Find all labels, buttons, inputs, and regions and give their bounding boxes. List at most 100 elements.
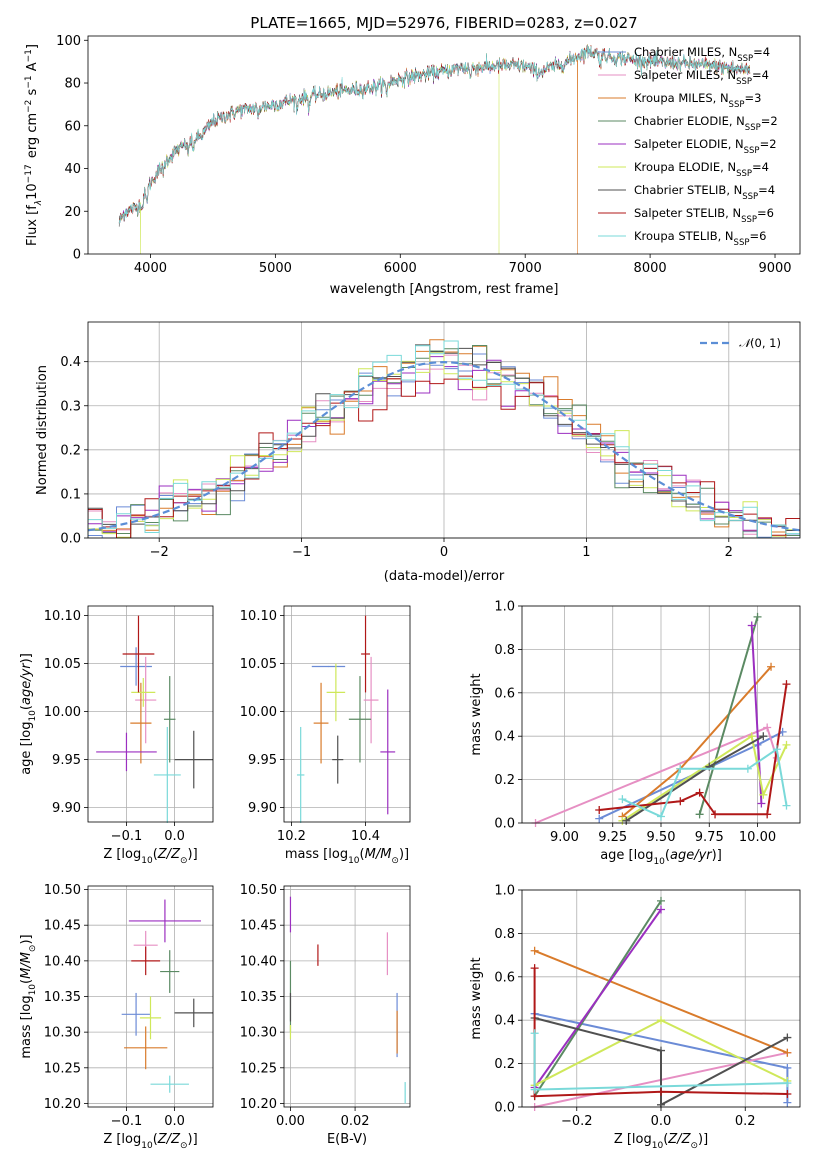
y-tick-label: 0.8	[494, 643, 515, 658]
x-axis-label: age [log10(age/yr)]	[600, 848, 722, 867]
residual-histogram-8	[88, 340, 800, 538]
y-tick-label: 0.8	[494, 927, 515, 942]
data-point	[166, 774, 168, 776]
x-axis-label: Z [log10(Z/Z⊙)]	[103, 847, 197, 866]
mass-weight-marker	[753, 612, 762, 621]
x-axis-label: Z [log10(Z/Z⊙)]	[103, 1132, 197, 1151]
mass-weight-marker	[657, 812, 665, 821]
y-axis-label: mass weight	[469, 957, 484, 1039]
mass-weight-marker	[783, 1098, 792, 1107]
data-point	[320, 722, 322, 724]
y-tick-label: 10.05	[240, 657, 277, 672]
age-vs-mass-panel: 10.2 10.4 9.90 9.95 10.00 10.05 10.10 mass [log…	[240, 605, 411, 866]
mass-weight-marker	[782, 740, 791, 749]
y-tick-label: 0.6	[494, 970, 515, 985]
data-point	[370, 699, 372, 701]
x-tick-label: 9.50	[647, 830, 676, 845]
x-tick-label: −2	[150, 545, 169, 560]
mass-weight-marker	[657, 1016, 665, 1025]
x-tick-label: 9000	[758, 261, 791, 276]
axes-frame	[87, 605, 214, 823]
mass-weight-marker	[657, 896, 665, 905]
histogram-group	[88, 339, 800, 538]
mass-weight-marker	[618, 795, 627, 804]
legend-entry: Kroupa MILES, NSSP=3	[634, 91, 761, 110]
y-tick-label: 100	[56, 34, 81, 49]
axes-frame	[521, 605, 801, 824]
y-axis-label: mass weight	[469, 673, 484, 755]
axes-frame	[87, 885, 214, 1108]
x-tick-label: 0.02	[341, 1114, 370, 1129]
data-point	[142, 691, 144, 694]
mass-weight-vs-age-panel: 9.00 9.25 9.50 9.75 10.00 0.0 0.2 0.4 0.6 0.8 1.0 a…	[469, 600, 801, 867]
data-point	[327, 665, 330, 668]
normal-reference-curve	[88, 360, 800, 532]
data-point	[137, 653, 140, 655]
y-tick-label: 60	[64, 119, 81, 134]
y-tick-label: 0.4	[494, 730, 515, 745]
axes-frame	[87, 321, 801, 539]
mass-weight-vs-metallicity-panel: −0.2 0.0 0.2 0.0 0.2 0.4 0.6 0.8 1.0 Z [log10(Z/Z…	[469, 884, 801, 1151]
y-tick-label: 0.4	[60, 355, 81, 370]
mass-weight-marker	[657, 1046, 665, 1055]
y-tick-label: 9.95	[248, 753, 277, 768]
y-tick-label: 20	[64, 205, 81, 220]
y-tick-label: 10.30	[240, 1026, 277, 1041]
x-tick-label: 9.00	[550, 830, 579, 845]
mass-weight-line-4	[533, 908, 662, 1089]
data-point	[145, 960, 147, 962]
x-tick-label: 8000	[634, 261, 667, 276]
residuals-panel: −2 −1 0 1 2 0.0 0.1 0.2 0.3 0.4 (data-model)/error…	[35, 321, 801, 584]
mass-weight-marker	[783, 1079, 792, 1088]
mass-weight-marker	[676, 764, 685, 773]
mass-weight-marker	[676, 797, 685, 806]
data-point	[169, 970, 171, 973]
y-tick-label: 0.2	[494, 1057, 515, 1072]
data-point	[169, 718, 171, 720]
y-tick-label: 10.10	[240, 609, 277, 624]
x-tick-label: 4000	[134, 261, 167, 276]
x-tick-label: −1	[292, 545, 311, 560]
axes-frame	[283, 605, 411, 823]
data-point	[135, 665, 137, 668]
figure-title: PLATE=1665, MJD=52976, FIBERID=0283, z=0…	[250, 14, 637, 32]
mass-weight-marker	[783, 1033, 792, 1042]
mass-weight-line-3	[698, 616, 759, 815]
mass-weight-marker	[622, 816, 631, 825]
x-axis-label: mass [log10(M/M⊙)]	[285, 847, 409, 866]
mass-weight-marker	[759, 790, 768, 799]
mass-weight-marker	[759, 732, 768, 741]
y-axis-label: Flux [fλ10−17 erg cm−2 s−1 A−1]	[24, 44, 44, 246]
data-point	[145, 944, 147, 946]
mass-weight-marker	[711, 810, 720, 819]
data-point	[193, 1012, 195, 1014]
data-point	[145, 1047, 147, 1049]
mass-weight-marker	[595, 805, 604, 814]
y-tick-label: 0.0	[494, 1101, 515, 1116]
y-tick-label: 10.45	[44, 919, 81, 934]
mass-weight-marker	[695, 810, 704, 819]
y-tick-label: 10.20	[44, 1097, 81, 1112]
y-tick-label: 0.1	[60, 487, 81, 502]
mass-weight-line-2	[534, 949, 788, 1054]
mass-vs-metallicity-panel: −0.1 0.0 10.20 10.25 10.30 10.35 10.40 10.45 10.…	[19, 883, 214, 1151]
x-tick-label: 1	[582, 545, 590, 560]
x-tick-label: 10.2	[277, 829, 306, 844]
y-tick-label: 0.6	[494, 686, 515, 701]
x-tick-label: 0.00	[276, 1114, 305, 1129]
legend-entry: Kroupa STELIB, NSSP=6	[634, 229, 766, 248]
y-tick-label: 80	[64, 77, 81, 92]
mass-weight-marker	[783, 1048, 792, 1057]
x-tick-label: −0.1	[111, 1114, 143, 1129]
axes-frame	[87, 35, 801, 255]
y-tick-label: 0.2	[494, 773, 515, 788]
x-axis-label: wavelength [Angstrom, rest frame]	[330, 282, 559, 297]
age-vs-metallicity-panel: −0.1 0.0 9.90 9.95 10.00 10.05 10.10 Z [log10(Z…	[19, 605, 214, 866]
x-tick-label: 2	[725, 545, 733, 560]
y-tick-label: 10.30	[44, 1026, 81, 1041]
mass-weight-marker	[757, 799, 766, 808]
x-axis-label: (data-model)/error	[384, 569, 505, 584]
x-axis-label: Z [log10(Z/Z⊙)]	[614, 1132, 708, 1151]
